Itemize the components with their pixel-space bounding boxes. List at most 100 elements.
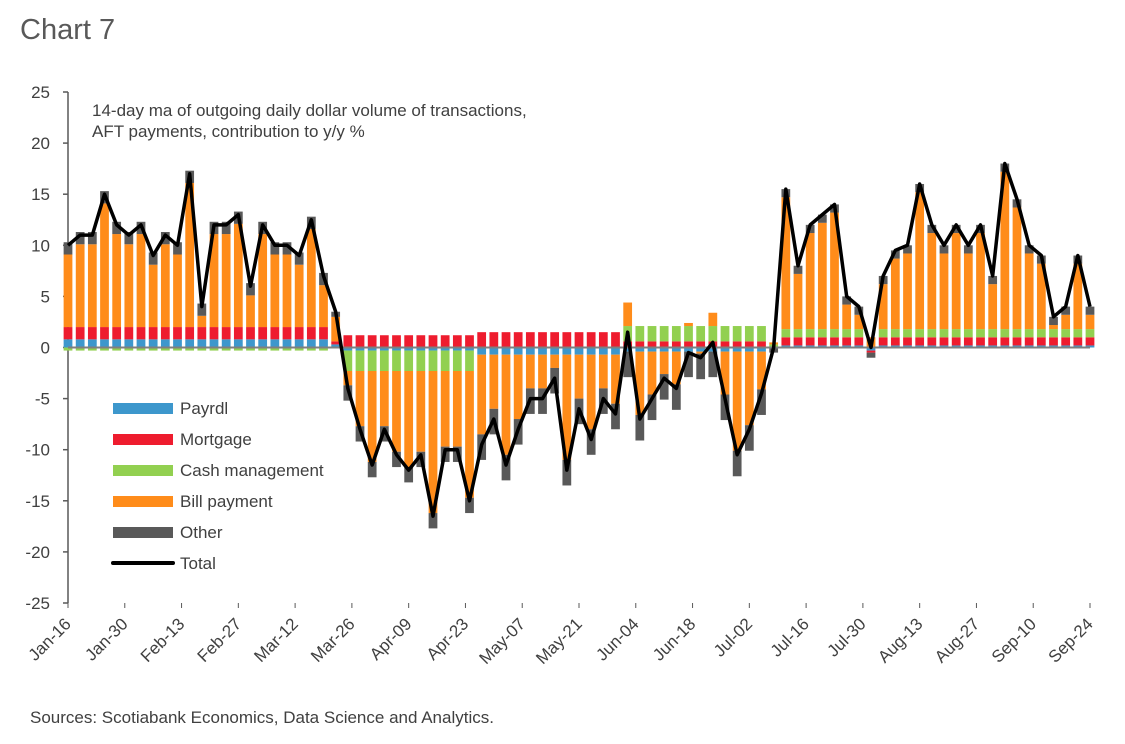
bar-cash-management [258,347,268,351]
legend-swatch [113,403,173,414]
bar-bill-payment [976,233,985,330]
bar-payroll [963,345,973,348]
bar-cash-management [87,347,97,351]
bar-payroll [671,347,681,352]
bar-payroll [793,345,803,348]
bar-mortgage [1024,337,1034,346]
bar-bill-payment [525,354,535,389]
bar-cash-management [367,350,377,372]
bar-payroll [355,347,365,351]
x-tick-label: Jun-18 [649,614,699,664]
bar-bill-payment [270,254,280,328]
bar-cash-management [136,347,146,351]
bar-other [866,352,876,358]
legend-item: Cash management [113,461,324,480]
bar-bill-payment [355,371,365,427]
legend-item: Bill payment [113,492,273,511]
bar-cash-management [817,329,827,338]
bar-cash-management [416,350,426,372]
bar-payroll [1085,345,1095,348]
bar-other [611,403,620,430]
bar-other [562,459,572,486]
bar-cash-management [428,350,438,372]
bar-cash-management [671,326,681,342]
bar-cash-management [282,347,292,351]
bar-cash-management [75,347,85,351]
bar-bill-payment [574,354,584,399]
bar-mortgage [100,327,109,340]
bar-other [75,232,85,245]
bar-mortgage [331,341,341,345]
bar-mortgage [611,332,620,348]
bar-payroll [100,339,109,348]
y-tick-label: 15 [31,185,50,204]
bar-bill-payment [1012,207,1022,330]
bar-payroll [233,339,243,348]
bar-bill-payment [282,254,292,328]
bar-bill-payment [708,312,718,327]
bar-payroll [319,339,328,348]
bar-payroll [659,347,669,352]
x-tick-label: May-07 [476,614,530,668]
legend-item: Total [111,554,216,573]
bar-payroll [1000,345,1010,348]
bar-payroll [878,345,888,348]
bar-bill-payment [951,233,961,330]
bar-bill-payment [477,354,487,435]
bar-other [793,265,803,274]
source-note: Sources: Scotiabank Economics, Data Scie… [30,708,494,727]
x-tick-label: Jul-30 [824,614,870,660]
bar-cash-management [635,326,645,342]
bar-bill-payment [538,354,547,389]
bar-cash-management [890,329,900,338]
bar-other [842,296,852,305]
bar-mortgage [659,341,669,348]
bar-mortgage [562,332,572,348]
bar-mortgage [988,337,998,346]
bar-bill-payment [392,371,401,452]
bar-other [890,250,900,259]
bar-mortgage [684,341,693,348]
x-tick-label: Apr-09 [366,614,416,664]
bar-other [671,384,681,410]
bar-bill-payment [878,284,888,330]
bar-bill-payment [404,371,414,468]
bar-cash-management [732,326,742,342]
bar-bill-payment [647,351,657,395]
bar-cash-management [647,326,657,342]
bar-mortgage [233,327,243,340]
bar-other [112,221,122,235]
bar-bill-payment [927,233,937,330]
bar-mortgage [830,337,839,346]
bar-mortgage [963,337,973,346]
bar-other [538,388,547,414]
bar-other [270,242,280,255]
bar-mortgage [1085,337,1095,346]
legend-label: Payrdl [180,399,228,418]
bar-payroll [404,347,414,351]
bar-bill-payment [1000,171,1010,330]
x-tick-label: Jul-16 [767,614,813,660]
bar-payroll [611,347,620,355]
bar-mortgage [367,335,377,348]
bar-mortgage [379,335,389,348]
bar-other [87,232,97,245]
bar-cash-management [1024,329,1034,338]
bar-cash-management [270,347,280,351]
bar-other [428,513,438,529]
bar-payroll [1073,345,1083,348]
bar-other [988,275,998,285]
bar-bill-payment [659,351,669,375]
bar-cash-management [659,326,669,342]
bar-cash-management [1036,329,1046,338]
legend-label: Cash management [180,461,324,480]
bar-cash-management [63,347,73,351]
bar-cash-management [939,329,949,338]
bar-other [720,394,730,421]
bar-cash-management [294,347,304,351]
bar-bill-payment [915,192,925,330]
chart-annotation: AFT payments, contribution to y/y % [92,122,365,141]
bar-mortgage [720,341,730,348]
bar-other [963,245,973,254]
